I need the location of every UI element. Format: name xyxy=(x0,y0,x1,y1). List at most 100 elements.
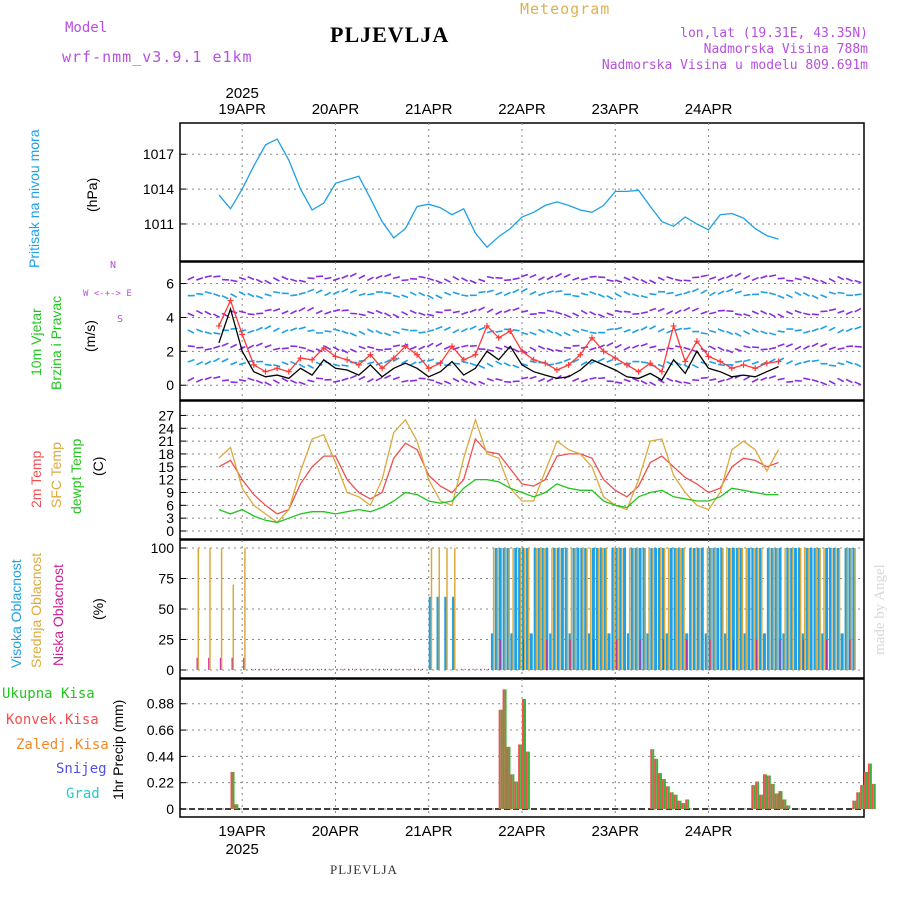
wind-barb xyxy=(606,294,614,300)
cloud-high-bar xyxy=(588,633,592,670)
wind-barb xyxy=(811,327,819,333)
cloud-high-bar xyxy=(817,548,821,670)
wind-barb xyxy=(845,327,853,333)
gust-marker xyxy=(507,328,514,334)
wind-barb xyxy=(272,379,280,385)
cloud-high-bar xyxy=(836,548,840,670)
cloud-high-bar xyxy=(700,548,704,670)
cloud-low-bar xyxy=(383,668,385,670)
cloud-low-bar xyxy=(293,668,295,670)
cloud-mid-bar xyxy=(574,548,577,670)
cloud-low-bar xyxy=(849,639,851,670)
wind-barb xyxy=(204,360,212,366)
wind-barb xyxy=(589,291,597,296)
cloud-low-bar xyxy=(289,668,291,670)
wind-barb xyxy=(546,290,554,294)
wind-barb xyxy=(452,310,460,314)
wind-barb xyxy=(418,275,426,279)
wind-barb xyxy=(418,331,426,334)
date-top-4: 23APR xyxy=(592,101,640,118)
wind-barb xyxy=(298,326,306,330)
cloud-low-bar xyxy=(258,668,260,670)
wind-barb xyxy=(426,329,435,333)
cloud-low-bar xyxy=(398,668,400,670)
wind-barb xyxy=(683,290,691,295)
wind-barb xyxy=(512,347,520,353)
cloud-mid-bar xyxy=(446,548,448,670)
wind-barb xyxy=(221,312,229,318)
wind-barb xyxy=(521,362,529,367)
wind-barb xyxy=(247,329,255,334)
precip-total-bar xyxy=(858,792,861,809)
wind-barb xyxy=(649,381,656,387)
station-title: PLJEVLJA xyxy=(330,22,450,47)
wind-barb xyxy=(486,308,494,314)
wind-barb xyxy=(358,292,366,297)
precip-conv-bar xyxy=(665,786,668,809)
wind-barb xyxy=(640,342,648,347)
wind-barb xyxy=(615,381,623,385)
wind-barb xyxy=(324,276,332,280)
wind-barb xyxy=(367,292,375,296)
wind-barb xyxy=(546,377,554,383)
cloud-mid-bar xyxy=(209,548,211,670)
precip-conv-bar xyxy=(514,781,517,809)
precip-total-bar xyxy=(232,771,235,809)
cloud-low-bar xyxy=(379,668,381,670)
wind-barb xyxy=(196,328,204,333)
wind-barb xyxy=(367,361,375,365)
wind-barb xyxy=(555,290,563,293)
cloud-mid-bar xyxy=(621,548,623,670)
wind-barb xyxy=(247,377,255,382)
cloud-high-bar xyxy=(720,548,724,670)
cloud-high-bar xyxy=(665,633,669,670)
wind-barb xyxy=(777,377,785,381)
cloud-high-bar xyxy=(848,548,852,670)
wind-barb xyxy=(461,277,468,282)
precip-conv-bar xyxy=(685,799,688,809)
legend-conv: Konvek.Kisa xyxy=(6,712,99,728)
wind-barb xyxy=(196,292,204,296)
wind-barb xyxy=(230,279,238,283)
precip-conv-bar xyxy=(864,771,866,809)
cloud-low-bar xyxy=(243,657,245,670)
wind-barb xyxy=(555,361,563,365)
cloud-low-bar xyxy=(616,639,618,670)
wind-barb xyxy=(837,362,845,366)
wind-barb xyxy=(255,342,263,347)
ytick-label-0-0: 1011 xyxy=(144,216,174,232)
cloud-high-bar xyxy=(502,548,506,670)
wind-barb xyxy=(273,290,281,294)
cloud-high-bar xyxy=(650,548,654,670)
gust-marker xyxy=(670,322,677,329)
wind-barb xyxy=(512,329,520,332)
wind-barb xyxy=(785,343,793,348)
cloud-high-bar xyxy=(580,548,584,670)
ytick-label-1-2: 4 xyxy=(166,309,174,325)
wind-barb xyxy=(837,275,845,281)
cloud-low-bar xyxy=(480,668,482,670)
wind-barb xyxy=(469,325,477,330)
wind-barb xyxy=(709,360,717,365)
cloud-low-bar xyxy=(410,668,412,670)
wind-barb xyxy=(666,291,674,295)
wind-barb xyxy=(204,347,212,351)
wind-barb xyxy=(264,381,272,387)
wind-barb xyxy=(281,361,289,366)
wind-barb xyxy=(503,291,511,297)
wind-barb xyxy=(366,276,374,282)
cloud-mid-bar xyxy=(617,548,619,670)
cloud-high-bar xyxy=(599,548,603,670)
wind-barb xyxy=(820,294,828,299)
cloud-high-bar xyxy=(696,548,700,670)
wind-barb xyxy=(538,292,546,297)
wind-barb xyxy=(726,376,734,381)
wind-barb xyxy=(811,378,819,383)
wind-barb xyxy=(495,346,503,351)
wind-barb xyxy=(854,279,862,284)
ytick-label-2-7: 21 xyxy=(158,433,174,449)
gust-marker xyxy=(449,343,456,350)
wind-barb xyxy=(572,377,580,382)
cloud-mid-bar xyxy=(737,548,740,670)
wind-barb xyxy=(486,362,494,368)
